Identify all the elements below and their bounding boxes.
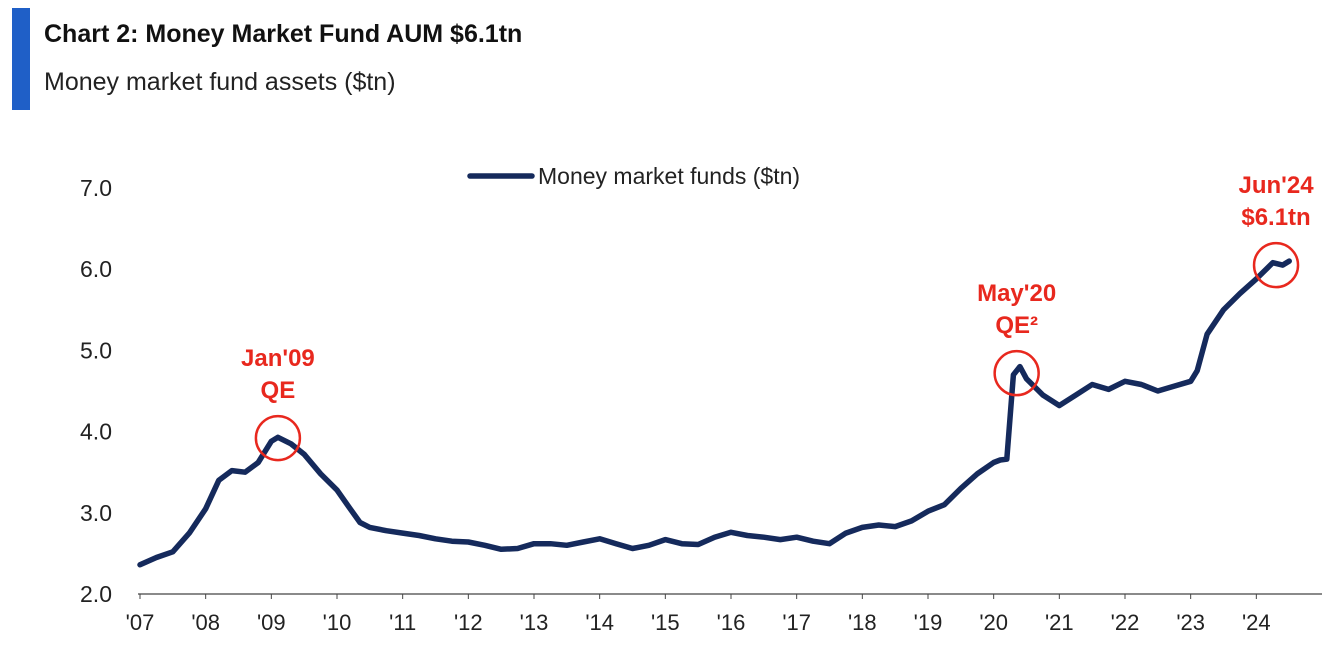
annotation-label: May'20 xyxy=(977,280,1056,307)
legend-label: Money market funds ($tn) xyxy=(538,163,800,189)
annotation-circle xyxy=(993,349,1040,397)
x-tick-label: '14 xyxy=(585,610,614,635)
x-tick-label: '24 xyxy=(1242,610,1271,635)
annotation-circle xyxy=(254,414,302,462)
annotation-label: $6.1tn xyxy=(1241,204,1310,231)
y-tick-label: 5.0 xyxy=(80,337,112,363)
x-tick-label: '19 xyxy=(914,610,943,635)
x-tick-label: '20 xyxy=(979,610,1008,635)
x-tick-label: '15 xyxy=(651,610,680,635)
x-tick-label: '13 xyxy=(520,610,549,635)
annotation-label: QE xyxy=(261,377,296,404)
x-tick-label: '17 xyxy=(782,610,811,635)
x-tick-label: '22 xyxy=(1111,610,1140,635)
chart-title: Chart 2: Money Market Fund AUM $6.1tn xyxy=(44,20,523,48)
x-axis: '07 '08 '09 '10 '11 '12 '13 '14 '15 '16 '17 '18 '19 '… xyxy=(126,593,1322,635)
y-axis: 2.0 3.0 4.0 5.0 6.0 7.0 xyxy=(80,175,112,607)
annotations-group: Jan'09 QE May'20 QE² Jun'24 $6.1tn xyxy=(241,172,1314,462)
series-line xyxy=(137,258,1292,568)
x-tick-label: '23 xyxy=(1176,610,1205,635)
chart-subtitle: Money market fund assets ($tn) xyxy=(44,68,396,96)
legend: Money market funds ($tn) xyxy=(467,163,800,189)
series-group xyxy=(137,258,1292,568)
y-tick-label: 7.0 xyxy=(80,175,112,201)
x-tick-label: '16 xyxy=(717,610,746,635)
y-tick-label: 3.0 xyxy=(80,500,112,526)
x-tick-label: '10 xyxy=(323,610,352,635)
x-tick-label: '11 xyxy=(389,610,416,635)
x-tick-label: '07 xyxy=(126,610,155,635)
annotation-label: Jun'24 xyxy=(1238,172,1314,199)
x-tick-label: '18 xyxy=(848,610,877,635)
title-accent-bar xyxy=(12,8,30,110)
y-tick-label: 2.0 xyxy=(80,581,112,607)
x-tick-label: '09 xyxy=(257,610,286,635)
y-tick-label: 4.0 xyxy=(80,419,112,445)
annotation-label: Jan'09 xyxy=(241,345,315,372)
x-tick-label: '21 xyxy=(1045,610,1074,635)
annotation-circle xyxy=(1252,241,1300,289)
annotation-label: QE² xyxy=(995,312,1038,339)
y-tick-label: 6.0 xyxy=(80,256,112,282)
x-tick-label: '12 xyxy=(454,610,483,635)
x-tick-label: '08 xyxy=(191,610,220,635)
